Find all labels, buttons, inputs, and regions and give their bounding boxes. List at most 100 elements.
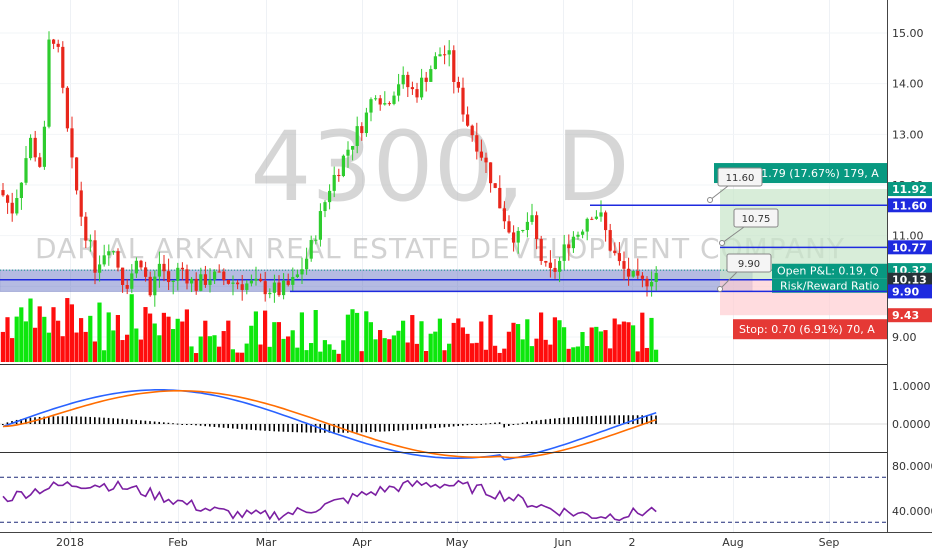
candle-body (144, 267, 148, 277)
price-axis-label: 14.00 (892, 78, 924, 91)
macd-histogram-bar (222, 424, 225, 428)
macd-histogram-bar (406, 424, 409, 431)
time-axis[interactable]: 2018 Feb Mar Apr May Jun 2 Aug Sep (0, 532, 932, 550)
macd-histogram-bar (144, 420, 147, 424)
macd-histogram-bar (549, 418, 551, 424)
macd-histogram-bar (241, 424, 243, 430)
volume-bar (654, 349, 659, 362)
macd-histogram-bar (140, 420, 142, 424)
candle-body (516, 230, 520, 243)
volume-bar (120, 340, 125, 362)
candle-body (420, 77, 424, 98)
open-pnl-box (772, 263, 887, 279)
macd-histogram-bar (443, 424, 446, 428)
volume-bar (212, 335, 217, 362)
price-tag-box (888, 272, 932, 287)
volume-bar (69, 304, 74, 362)
candle-body (1, 190, 5, 196)
callout-pointer (709, 185, 729, 201)
time-label: Jun (553, 536, 571, 549)
candle-body (594, 216, 598, 219)
macd-histogram-bar (535, 420, 538, 424)
macd-histogram-bar (347, 424, 349, 433)
volume-bar (424, 350, 429, 362)
price-callouts[interactable]: 11.60 10.75 9.90 (707, 167, 779, 292)
candle-body (222, 271, 226, 280)
volume-bar (88, 315, 93, 362)
candle-body (438, 54, 442, 57)
macd-histogram-bar (301, 424, 303, 433)
macd-histogram-bar (80, 416, 82, 424)
volume-bar (161, 312, 166, 362)
horizontal-price-lines[interactable] (290, 204, 887, 293)
candle-body (498, 187, 502, 209)
candle-body (309, 240, 313, 259)
candle-body (79, 190, 83, 217)
macd-histogram-bar (379, 424, 381, 432)
volume-bar (267, 346, 272, 362)
price-axis-label: 13.00 (892, 128, 924, 141)
volume-bar (65, 298, 70, 362)
candle-body (581, 231, 585, 235)
candle-body (571, 236, 575, 249)
callout-box[interactable] (726, 253, 772, 273)
macd-histogram-bar (149, 421, 151, 424)
volume-bar (442, 350, 447, 362)
macd-histogram-bar (577, 416, 579, 424)
macd-histogram-bar (287, 424, 289, 432)
volume-bar (304, 350, 309, 362)
volume-bar (152, 323, 157, 362)
volume-bar (51, 307, 56, 362)
time-label: Mar (256, 536, 277, 549)
candle-body (392, 95, 396, 104)
volume-bar (364, 311, 369, 362)
macd-histogram-bar (466, 424, 469, 426)
volume-bar (511, 322, 516, 362)
volume-bar (240, 352, 245, 362)
macd-histogram-bar (374, 424, 377, 432)
macd-histogram-bar (259, 424, 262, 431)
volume-bar (42, 316, 47, 362)
volume-bar (102, 350, 107, 362)
volume-bar (640, 312, 645, 362)
candle-body (452, 50, 456, 82)
volume-bar (184, 309, 189, 362)
candle-body (525, 221, 529, 231)
macd-histogram-bar (517, 423, 519, 425)
macd-histogram-bar (581, 416, 584, 424)
callout-text: 10.75 (742, 214, 771, 225)
candle-body (167, 271, 171, 282)
callout-box[interactable] (733, 208, 779, 228)
candle-body (24, 158, 28, 183)
volume-bar (336, 353, 341, 362)
macd-histogram-bar (632, 415, 634, 424)
candle-body (479, 151, 483, 158)
macd-histogram-bar (195, 424, 197, 426)
candle-body (415, 89, 419, 98)
candle-body (249, 280, 253, 284)
volume-bar (603, 330, 608, 362)
macd-histogram-bar (485, 423, 487, 425)
macd-histogram-bar (563, 417, 565, 424)
candle-body (162, 263, 166, 272)
volume-bar (286, 336, 291, 362)
volume-bar (166, 316, 171, 362)
candle-body (52, 39, 56, 44)
macd-histogram-bar (554, 418, 556, 424)
macd-histogram-bar (158, 421, 160, 424)
candle-body (38, 157, 42, 167)
candle-body (236, 282, 240, 285)
candle-body (295, 274, 299, 277)
volume-bar (359, 351, 364, 362)
volume-bar (60, 336, 65, 362)
callout-box[interactable] (717, 167, 763, 187)
macd-histogram-bar (213, 424, 216, 427)
price-tag: 10.13 (892, 274, 927, 287)
macd-histogram-bar (544, 419, 547, 424)
price-axis-label: 9.00 (892, 331, 917, 344)
candle-body (226, 279, 230, 284)
volume-bar (23, 321, 28, 362)
volume-bar (631, 325, 636, 362)
candle-body (539, 239, 543, 261)
